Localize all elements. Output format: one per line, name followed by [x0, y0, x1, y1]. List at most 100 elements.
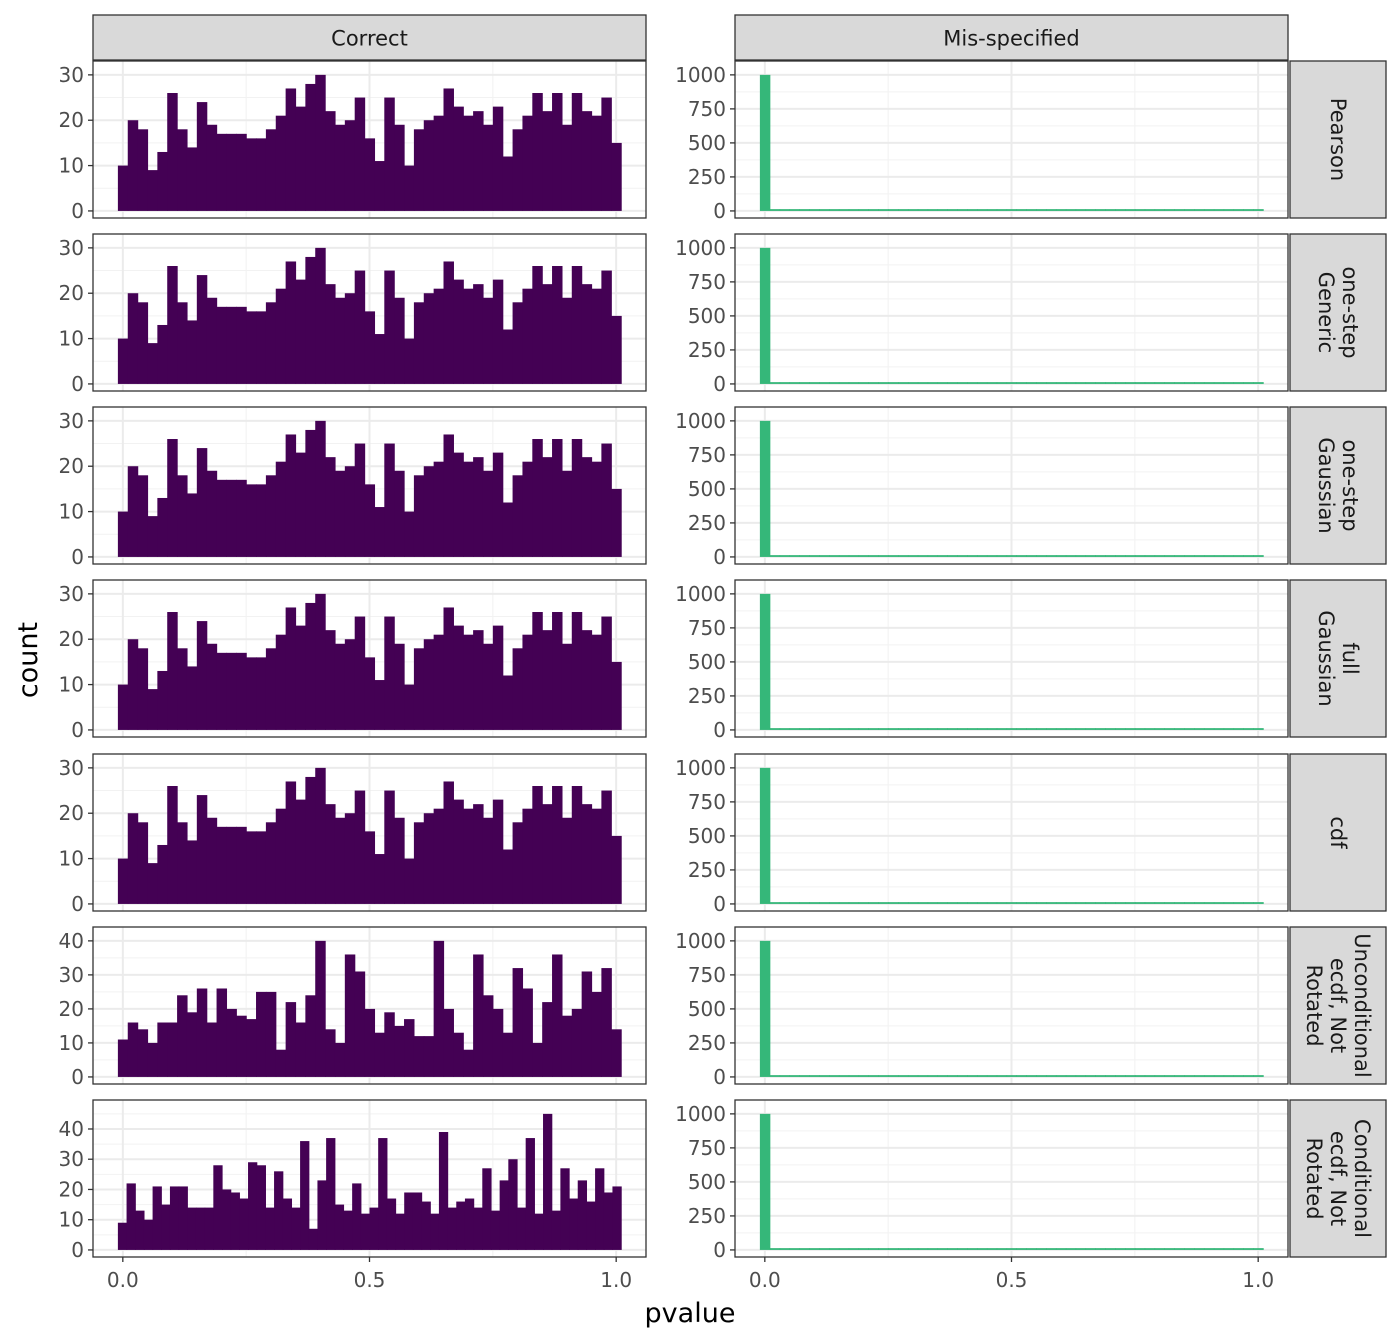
histogram-bar — [907, 382, 919, 384]
y-tick-label: 500 — [688, 650, 726, 674]
y-tick-label: 20 — [59, 801, 84, 825]
histogram-bar — [325, 457, 336, 557]
histogram-bar — [1233, 902, 1244, 904]
y-tick-label: 30 — [59, 963, 84, 987]
histogram-bar — [542, 284, 553, 384]
histogram-bar — [522, 988, 533, 1077]
y-tick-label: 0 — [713, 199, 726, 223]
histogram-bar — [492, 279, 504, 384]
histogram-bar — [473, 630, 484, 730]
histogram-bar — [186, 493, 198, 557]
histogram-bar — [996, 555, 1008, 557]
histogram-bar — [167, 266, 178, 384]
facet-panel: 0 250 500 750 1000 — [675, 233, 1289, 396]
histogram-bar — [127, 120, 139, 211]
histogram-bar — [1046, 728, 1057, 730]
histogram-bar — [1253, 209, 1264, 211]
histogram-bar — [344, 293, 356, 384]
histogram-bar — [858, 1075, 870, 1077]
histogram-bar — [947, 382, 958, 384]
histogram-bar — [611, 835, 622, 904]
y-tick-label: 0 — [713, 718, 726, 742]
y-tick-label: 500 — [688, 997, 726, 1021]
y-tick-label: 10 — [59, 1208, 84, 1232]
histogram-bar — [1055, 209, 1067, 211]
facet-panel: 0 10 20 30 — [59, 60, 647, 223]
histogram-bar — [1105, 1248, 1116, 1250]
histogram-bar — [907, 1248, 919, 1250]
histogram-bar — [1243, 1075, 1254, 1077]
y-tick-label: 0 — [713, 545, 726, 569]
histogram-bar — [394, 643, 405, 730]
histogram-bar — [295, 1022, 306, 1077]
histogram-bar — [1203, 902, 1215, 904]
histogram-bar — [1115, 728, 1126, 730]
y-tick-label: 750 — [688, 443, 726, 467]
facet-panel: 0 250 500 750 1000 — [675, 579, 1289, 742]
histogram-bar — [1243, 555, 1254, 557]
histogram-bar — [127, 813, 139, 904]
histogram-bar — [433, 634, 445, 730]
histogram-bar — [1046, 382, 1057, 384]
y-tick-label: 500 — [688, 824, 726, 848]
histogram-bar — [147, 516, 158, 557]
histogram-bar — [413, 648, 425, 730]
histogram-bar — [937, 1075, 948, 1077]
histogram-bar — [117, 858, 129, 904]
histogram-bar — [1164, 902, 1175, 904]
histogram-bar — [334, 470, 346, 557]
histogram-bar — [1194, 555, 1205, 557]
histogram-bar — [463, 461, 474, 557]
histogram-bar — [532, 612, 543, 730]
histogram-bar — [976, 902, 988, 904]
histogram-bar — [1095, 555, 1106, 557]
histogram-bar — [957, 728, 968, 730]
y-tick-label: 0 — [71, 718, 84, 742]
histogram-bar — [1105, 209, 1116, 211]
histogram-bar — [492, 1008, 504, 1077]
row-strip-background — [1289, 60, 1387, 219]
facet-panels: 0102030025050075010000102030025050075010… — [59, 60, 1289, 1292]
y-tick-label: 750 — [688, 270, 726, 294]
histogram-bar — [809, 555, 820, 557]
histogram-bar — [1233, 382, 1244, 384]
histogram-bar — [1154, 209, 1166, 211]
histogram-bar — [463, 634, 474, 730]
histogram-bar — [1055, 902, 1067, 904]
histogram-bar — [560, 1168, 570, 1250]
histogram-bar — [1213, 1075, 1225, 1077]
histogram-bar — [1134, 902, 1146, 904]
histogram-bar — [246, 657, 257, 730]
histogram-bar — [1115, 209, 1126, 211]
histogram-bar — [522, 461, 533, 557]
histogram-bar — [265, 475, 277, 557]
histogram-bar — [848, 209, 860, 211]
histogram-bar — [1144, 382, 1156, 384]
histogram-bar — [759, 247, 771, 384]
histogram-bar — [947, 902, 958, 904]
histogram-bar — [996, 209, 1008, 211]
column-strip: Correct — [92, 14, 647, 61]
histogram-bar — [552, 954, 563, 1077]
row-strip-background — [1289, 753, 1387, 912]
histogram-bar — [937, 209, 948, 211]
histogram-bar — [195, 1207, 206, 1250]
histogram-bar — [1174, 902, 1185, 904]
histogram-bar — [325, 111, 336, 211]
histogram-bar — [522, 288, 533, 384]
histogram-bar — [1016, 1075, 1027, 1077]
histogram-bar — [265, 991, 277, 1077]
histogram-bar — [334, 1204, 345, 1250]
histogram-bar — [325, 284, 336, 384]
histogram-bar — [828, 382, 840, 384]
histogram-bar — [967, 382, 978, 384]
histogram-bar — [1213, 555, 1225, 557]
histogram-bar — [196, 621, 208, 730]
row-strip-label-line: Rotated — [1302, 1137, 1326, 1219]
histogram-bar — [789, 1075, 800, 1077]
histogram-bar — [759, 74, 771, 211]
row-strip-label-line: full — [1338, 642, 1362, 674]
histogram-bar — [236, 306, 247, 384]
histogram-bar — [552, 612, 563, 730]
histogram-bar — [996, 728, 1008, 730]
